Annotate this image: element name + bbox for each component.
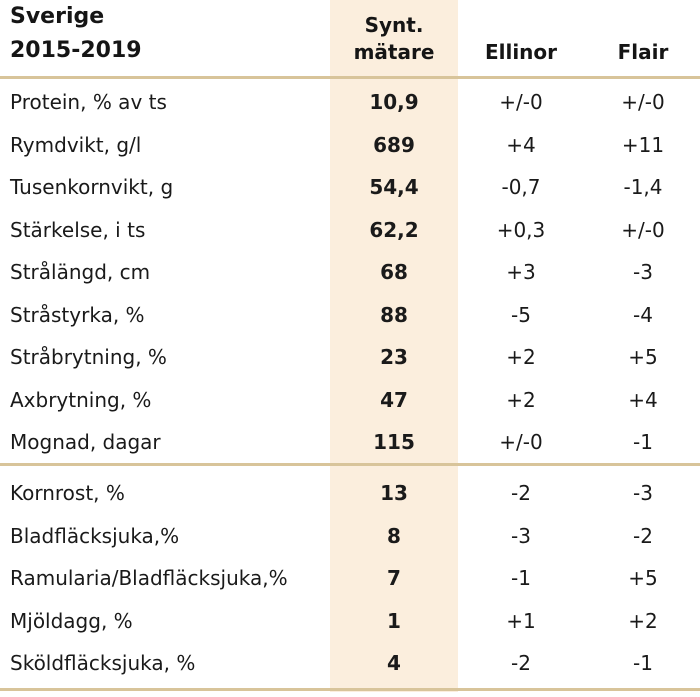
row-flair: +11 [621,132,665,157]
row-label: Rymdvikt, g/l [10,132,142,157]
row-label: Sköldfläcksjuka, % [10,651,196,675]
row-ellinor: +2 [506,387,536,412]
table-row: Sköldfläcksjuka, % 4 -2 -1 [0,642,700,684]
row-label: Kornrost, % [10,481,125,505]
table-row: Axbrytning, % 47 +2 +4 [0,379,700,421]
row-label: Bladfläcksjuka,% [10,523,180,548]
highlight-column [330,0,458,692]
table-row: Stråstyrka, % 88 -5 -4 [0,294,700,336]
row-value: 88 [380,302,408,327]
table-row: Rymdvikt, g/l 689 +4 +11 [0,124,700,166]
column-header-synt: Synt. mätare [330,12,458,66]
row-value: 23 [380,345,408,369]
column-header-flair: Flair [617,40,669,64]
row-value: 13 [380,481,408,505]
row-flair: -2 [633,523,653,548]
table-row: Protein, % av ts 10,9 +/-0 +/-0 [0,81,700,123]
row-ellinor: +2 [506,345,536,369]
row-ellinor: +4 [506,132,536,157]
column-header-synt-line2: mätare [353,40,435,64]
row-flair: +4 [628,387,658,412]
row-label: Tusenkornvikt, g [10,175,174,199]
row-value: 115 [373,430,415,454]
table-row: Ramularia/Bladfläcksjuka,% 7 -1 +5 [0,557,700,599]
table-row: Tusenkornvikt, g 54,4 -0,7 -1,4 [0,166,700,208]
row-value: 689 [373,132,415,157]
row-flair: +5 [628,566,658,590]
column-header-ellinor: Ellinor [484,40,558,64]
row-ellinor: +/-0 [499,90,543,114]
row-ellinor: -2 [511,651,531,675]
row-label: Strålängd, cm [10,260,151,284]
row-flair: +/-0 [621,90,665,114]
row-ellinor: -3 [511,523,531,548]
row-ellinor: +1 [506,608,536,633]
row-ellinor: +3 [506,260,536,284]
row-label: Protein, % av ts [10,90,167,114]
table-row: Stråbrytning, % 23 +2 +5 [0,336,700,378]
column-header-synt-line1: Synt. [364,13,424,37]
row-ellinor: -5 [511,302,531,327]
row-value: 4 [387,651,401,675]
period-title: 2015-2019 [10,38,142,63]
row-value: 1 [387,608,401,633]
row-value: 7 [387,566,401,590]
row-value: 10,9 [369,90,419,114]
row-label: Ramularia/Bladfläcksjuka,% [10,566,288,590]
region-title: Sverige [10,4,105,29]
row-ellinor: -1 [511,566,531,590]
table-row: Mognad, dagar 115 +/-0 -1 [0,421,700,463]
header-divider [0,76,700,79]
row-flair: +/-0 [621,217,665,242]
row-flair: -3 [633,260,653,284]
row-label: Axbrytning, % [10,387,152,412]
row-ellinor: +0,3 [496,217,546,242]
table-row: Kornrost, % 13 -2 -3 [0,472,700,514]
table-row: Mjöldagg, % 1 +1 +2 [0,600,700,642]
row-flair: +5 [628,345,658,369]
row-value: 62,2 [369,217,419,242]
row-value: 8 [387,523,401,548]
row-ellinor: +/-0 [499,430,543,454]
row-ellinor: -0,7 [501,175,541,199]
row-label: Stärkelse, i ts [10,217,146,242]
row-label: Stråbrytning, % [10,345,167,369]
row-label: Mjöldagg, % [10,608,133,633]
table-bottom-rule [0,688,700,691]
row-label: Mognad, dagar [10,430,161,454]
row-flair: -3 [633,481,653,505]
row-flair: +2 [628,608,658,633]
group-divider [0,463,700,466]
row-label: Stråstyrka, % [10,302,145,327]
row-flair: -1,4 [623,175,663,199]
table-row: Strålängd, cm 68 +3 -3 [0,251,700,293]
table-row: Bladfläcksjuka,% 8 -3 -2 [0,515,700,557]
row-flair: -1 [633,651,653,675]
row-flair: -1 [633,430,653,454]
row-ellinor: -2 [511,481,531,505]
row-flair: -4 [633,302,653,327]
row-value: 47 [380,387,408,412]
row-value: 68 [380,260,408,284]
row-value: 54,4 [369,175,419,199]
table-row: Stärkelse, i ts 62,2 +0,3 +/-0 [0,209,700,251]
